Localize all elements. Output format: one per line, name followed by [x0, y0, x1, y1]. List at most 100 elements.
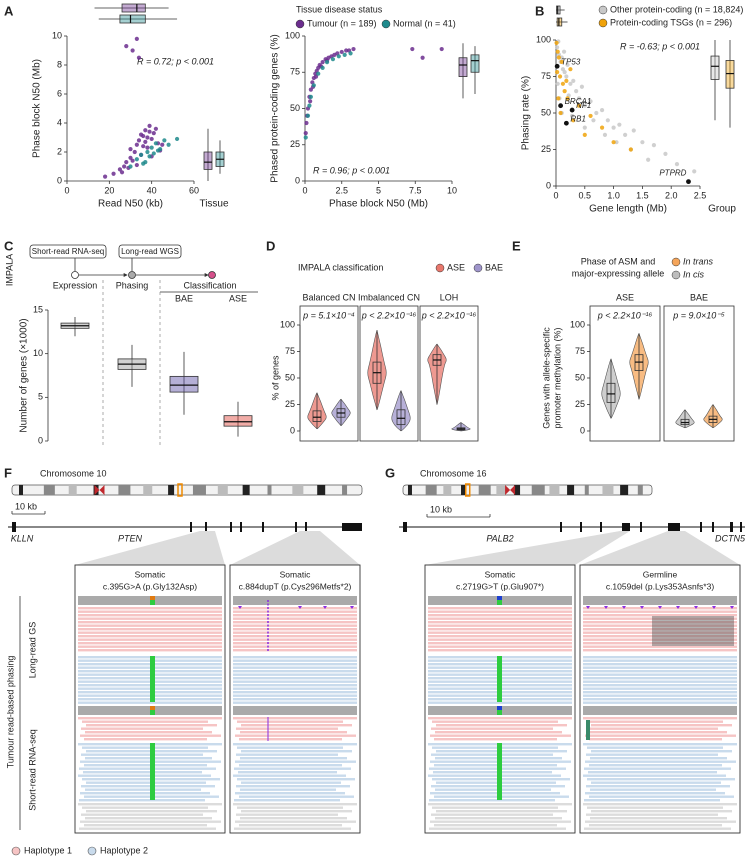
legend-label: In trans: [683, 256, 714, 266]
point: [559, 59, 564, 64]
legend-swatch: [295, 19, 305, 29]
box: [119, 14, 146, 24]
point: [320, 65, 325, 70]
point: [320, 60, 325, 65]
point: [308, 99, 313, 104]
panel-label: E: [512, 238, 521, 253]
y-tick-label: 0: [295, 175, 300, 185]
read: [585, 734, 736, 737]
step-node: [128, 271, 136, 279]
x-tick-label: 5: [376, 185, 381, 195]
point: [134, 36, 139, 42]
exon: [580, 522, 582, 532]
exon: [730, 522, 733, 532]
point: [692, 169, 697, 174]
read: [233, 698, 357, 701]
read: [585, 820, 736, 823]
read: [591, 724, 732, 727]
track-group-label: Tumour read-based phasing: [5, 656, 15, 769]
point: [111, 171, 116, 176]
y-axis-title: Number of genes (×1000): [19, 318, 30, 432]
chart-title: Phase of ASM and: [581, 256, 656, 266]
coverage-variant: [150, 710, 155, 715]
read: [428, 621, 572, 624]
deletion-marker: [694, 606, 698, 609]
point: [153, 126, 158, 131]
facet-frame: [299, 305, 359, 442]
legend-title: Tissue disease status: [296, 4, 383, 14]
read: [428, 701, 572, 704]
read: [241, 810, 352, 813]
legend-swatch: [87, 846, 97, 856]
step-node: [208, 271, 216, 279]
point: [147, 129, 152, 134]
point: [631, 128, 636, 133]
read: [590, 757, 727, 760]
exon: [240, 522, 242, 532]
deletion-block: [652, 616, 734, 646]
point: [582, 103, 587, 108]
read: [78, 631, 222, 634]
variant-name: c.2719G>T (p.Glu907*): [456, 581, 544, 591]
read: [84, 738, 207, 741]
read: [233, 635, 357, 638]
gene-label: KLLN: [11, 533, 34, 543]
ideogram-band: [68, 485, 77, 495]
read: [233, 677, 357, 680]
panel-label: D: [266, 238, 275, 253]
y-tick-label: 50: [541, 107, 551, 117]
y-axis-title: Phasing rate (%): [521, 76, 532, 150]
point: [141, 144, 146, 149]
read: [78, 635, 222, 638]
read: [431, 813, 553, 816]
input-label: Short-read RNA-seq: [32, 247, 104, 256]
x-tick-label: 60: [189, 185, 199, 195]
legend-label: Haplotype 2: [100, 845, 148, 855]
read: [79, 799, 205, 802]
legend-label: Protein-coding TSGs (n = 296): [610, 17, 732, 27]
read: [590, 731, 727, 734]
point: [155, 148, 161, 153]
point: [130, 158, 135, 163]
zoom: [230, 531, 360, 565]
ideogram-band: [637, 485, 643, 495]
point: [558, 110, 563, 116]
read: [583, 638, 737, 641]
locus-highlight: [464, 483, 471, 497]
point: [151, 131, 156, 136]
panel-label: G: [385, 465, 395, 480]
point: [571, 78, 576, 83]
point: [588, 113, 593, 119]
exon: [600, 522, 602, 532]
point: [568, 67, 573, 72]
read: [233, 803, 357, 806]
read: [590, 817, 727, 820]
variant-origin: Somatic: [135, 569, 166, 579]
read: [233, 663, 357, 666]
y-axis-title: Phased protein-coding genes (%): [270, 34, 281, 182]
read: [428, 614, 572, 617]
point: [136, 138, 142, 143]
facet-frame: [589, 305, 661, 442]
point: [303, 131, 308, 136]
read: [81, 727, 203, 730]
highlight-point: [686, 179, 691, 185]
read: [434, 738, 557, 741]
read: [428, 628, 572, 631]
read: [587, 746, 723, 749]
highlight-label: TP53: [561, 57, 581, 66]
chart-title: major-expressing allele: [572, 268, 665, 278]
read: [82, 806, 208, 809]
read: [78, 624, 222, 627]
variant-reads: [150, 656, 155, 702]
point: [136, 55, 142, 60]
point: [130, 48, 135, 53]
panel-label: F: [4, 465, 12, 480]
legend-swatch: [473, 263, 483, 273]
y-tick-label: 0: [38, 435, 43, 445]
read: [237, 746, 343, 749]
y-tick-label: 6: [57, 88, 62, 98]
read: [435, 731, 562, 734]
read: [240, 731, 347, 734]
